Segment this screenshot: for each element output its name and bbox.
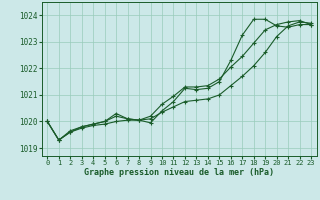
X-axis label: Graphe pression niveau de la mer (hPa): Graphe pression niveau de la mer (hPa) [84, 168, 274, 177]
